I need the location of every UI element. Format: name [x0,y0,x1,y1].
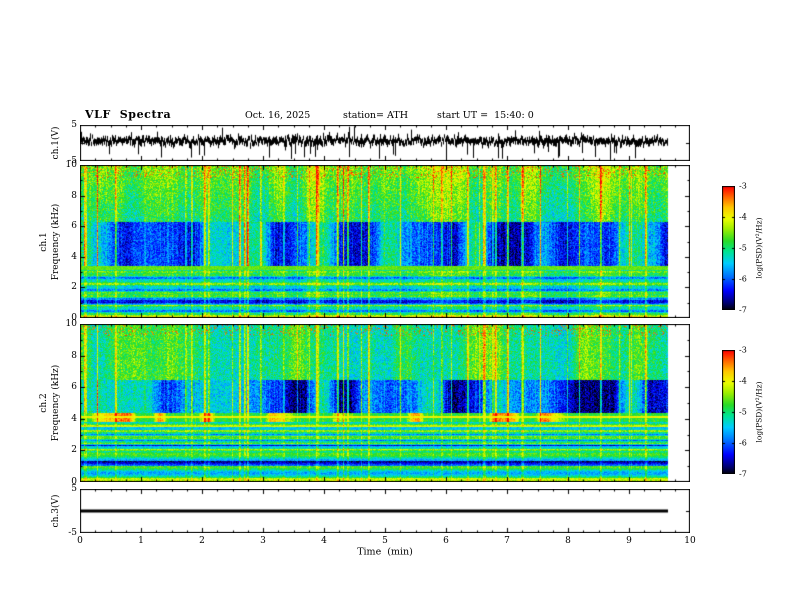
ch1-spectrogram-panel [80,165,690,318]
colorbar1-label: log(PSD)(V²/Hz) [754,217,764,279]
colorbar-tick-label: -6 [739,274,747,284]
colorbar2-label: log(PSD)(V²/Hz) [754,381,764,443]
ch3-volt-axis-label: ch.3(V) [51,494,61,528]
colorbar-tick-label: -4 [739,212,747,222]
ch3-waveform-panel [80,489,690,533]
y-tick-label-volts: 5 [71,120,77,130]
ch2-spectrogram-panel [80,324,690,482]
y-tick-label-volts: -5 [68,528,77,538]
ch1-spec-axis-label-channel: ch.1 [39,231,49,252]
y-tick-label-khz: 10 [65,319,77,329]
y-tick-label-khz: 4 [71,413,77,424]
x-tick-label: 0 [77,536,83,546]
x-tick-label: 4 [321,536,327,546]
colorbar-tick-label: -5 [739,407,747,417]
y-tick-label-khz: 10 [65,160,77,170]
x-tick-label: 9 [626,536,632,546]
ch1-volt-axis-label: ch.1(V) [51,126,61,160]
colorbar-tick-label: -7 [739,305,747,315]
y-tick-label-khz: 2 [71,445,77,456]
y-tick-label-khz: 6 [71,382,77,393]
colorbar-ch1 [722,186,735,310]
y-tick-label-volts: 5 [71,484,77,494]
x-tick-label: 8 [565,536,571,546]
time-axis-label: Time (min) [357,546,413,558]
colorbar-tick-label: -4 [739,376,747,386]
y-tick-label-volts: -5 [68,156,77,166]
ch2-spec-axis-label-frequency: Frequency (kHz) [51,364,61,442]
y-tick-label-khz: 4 [71,251,77,262]
x-tick-label: 2 [199,536,205,546]
colorbar-tick-label: -5 [739,243,747,253]
x-tick-label: 10 [684,536,696,546]
colorbar-tick-label: -6 [739,438,747,448]
y-tick-label-khz: 0 [71,477,77,487]
x-tick-label: 3 [260,536,266,546]
plot-date: Oct. 16, 2025 [245,110,311,121]
ch1-waveform-panel [80,125,690,161]
x-tick-label: 7 [504,536,510,546]
ch2-spec-axis-label-channel: ch.2 [39,393,49,413]
colorbar-tick-label: -3 [739,181,747,191]
plot-title: VLF Spectra [85,108,172,121]
y-tick-label-khz: 8 [71,190,77,201]
y-tick-label-khz: 2 [71,282,77,293]
y-tick-label-khz: 0 [71,313,77,323]
station-label: station= ATH [343,110,408,121]
colorbar-tick-label: -7 [739,469,747,479]
start-ut-label: start UT = 15:40: 0 [437,110,534,121]
y-tick-label-khz: 6 [71,221,77,232]
colorbar-ch2 [722,350,735,474]
ch1-spec-axis-label-frequency: Frequency (kHz) [51,203,61,280]
x-tick-label: 5 [382,536,388,546]
x-tick-label: 1 [138,536,144,546]
x-tick-label: 6 [443,536,449,546]
y-tick-label-khz: 8 [71,350,77,361]
colorbar-tick-label: -3 [739,345,747,355]
